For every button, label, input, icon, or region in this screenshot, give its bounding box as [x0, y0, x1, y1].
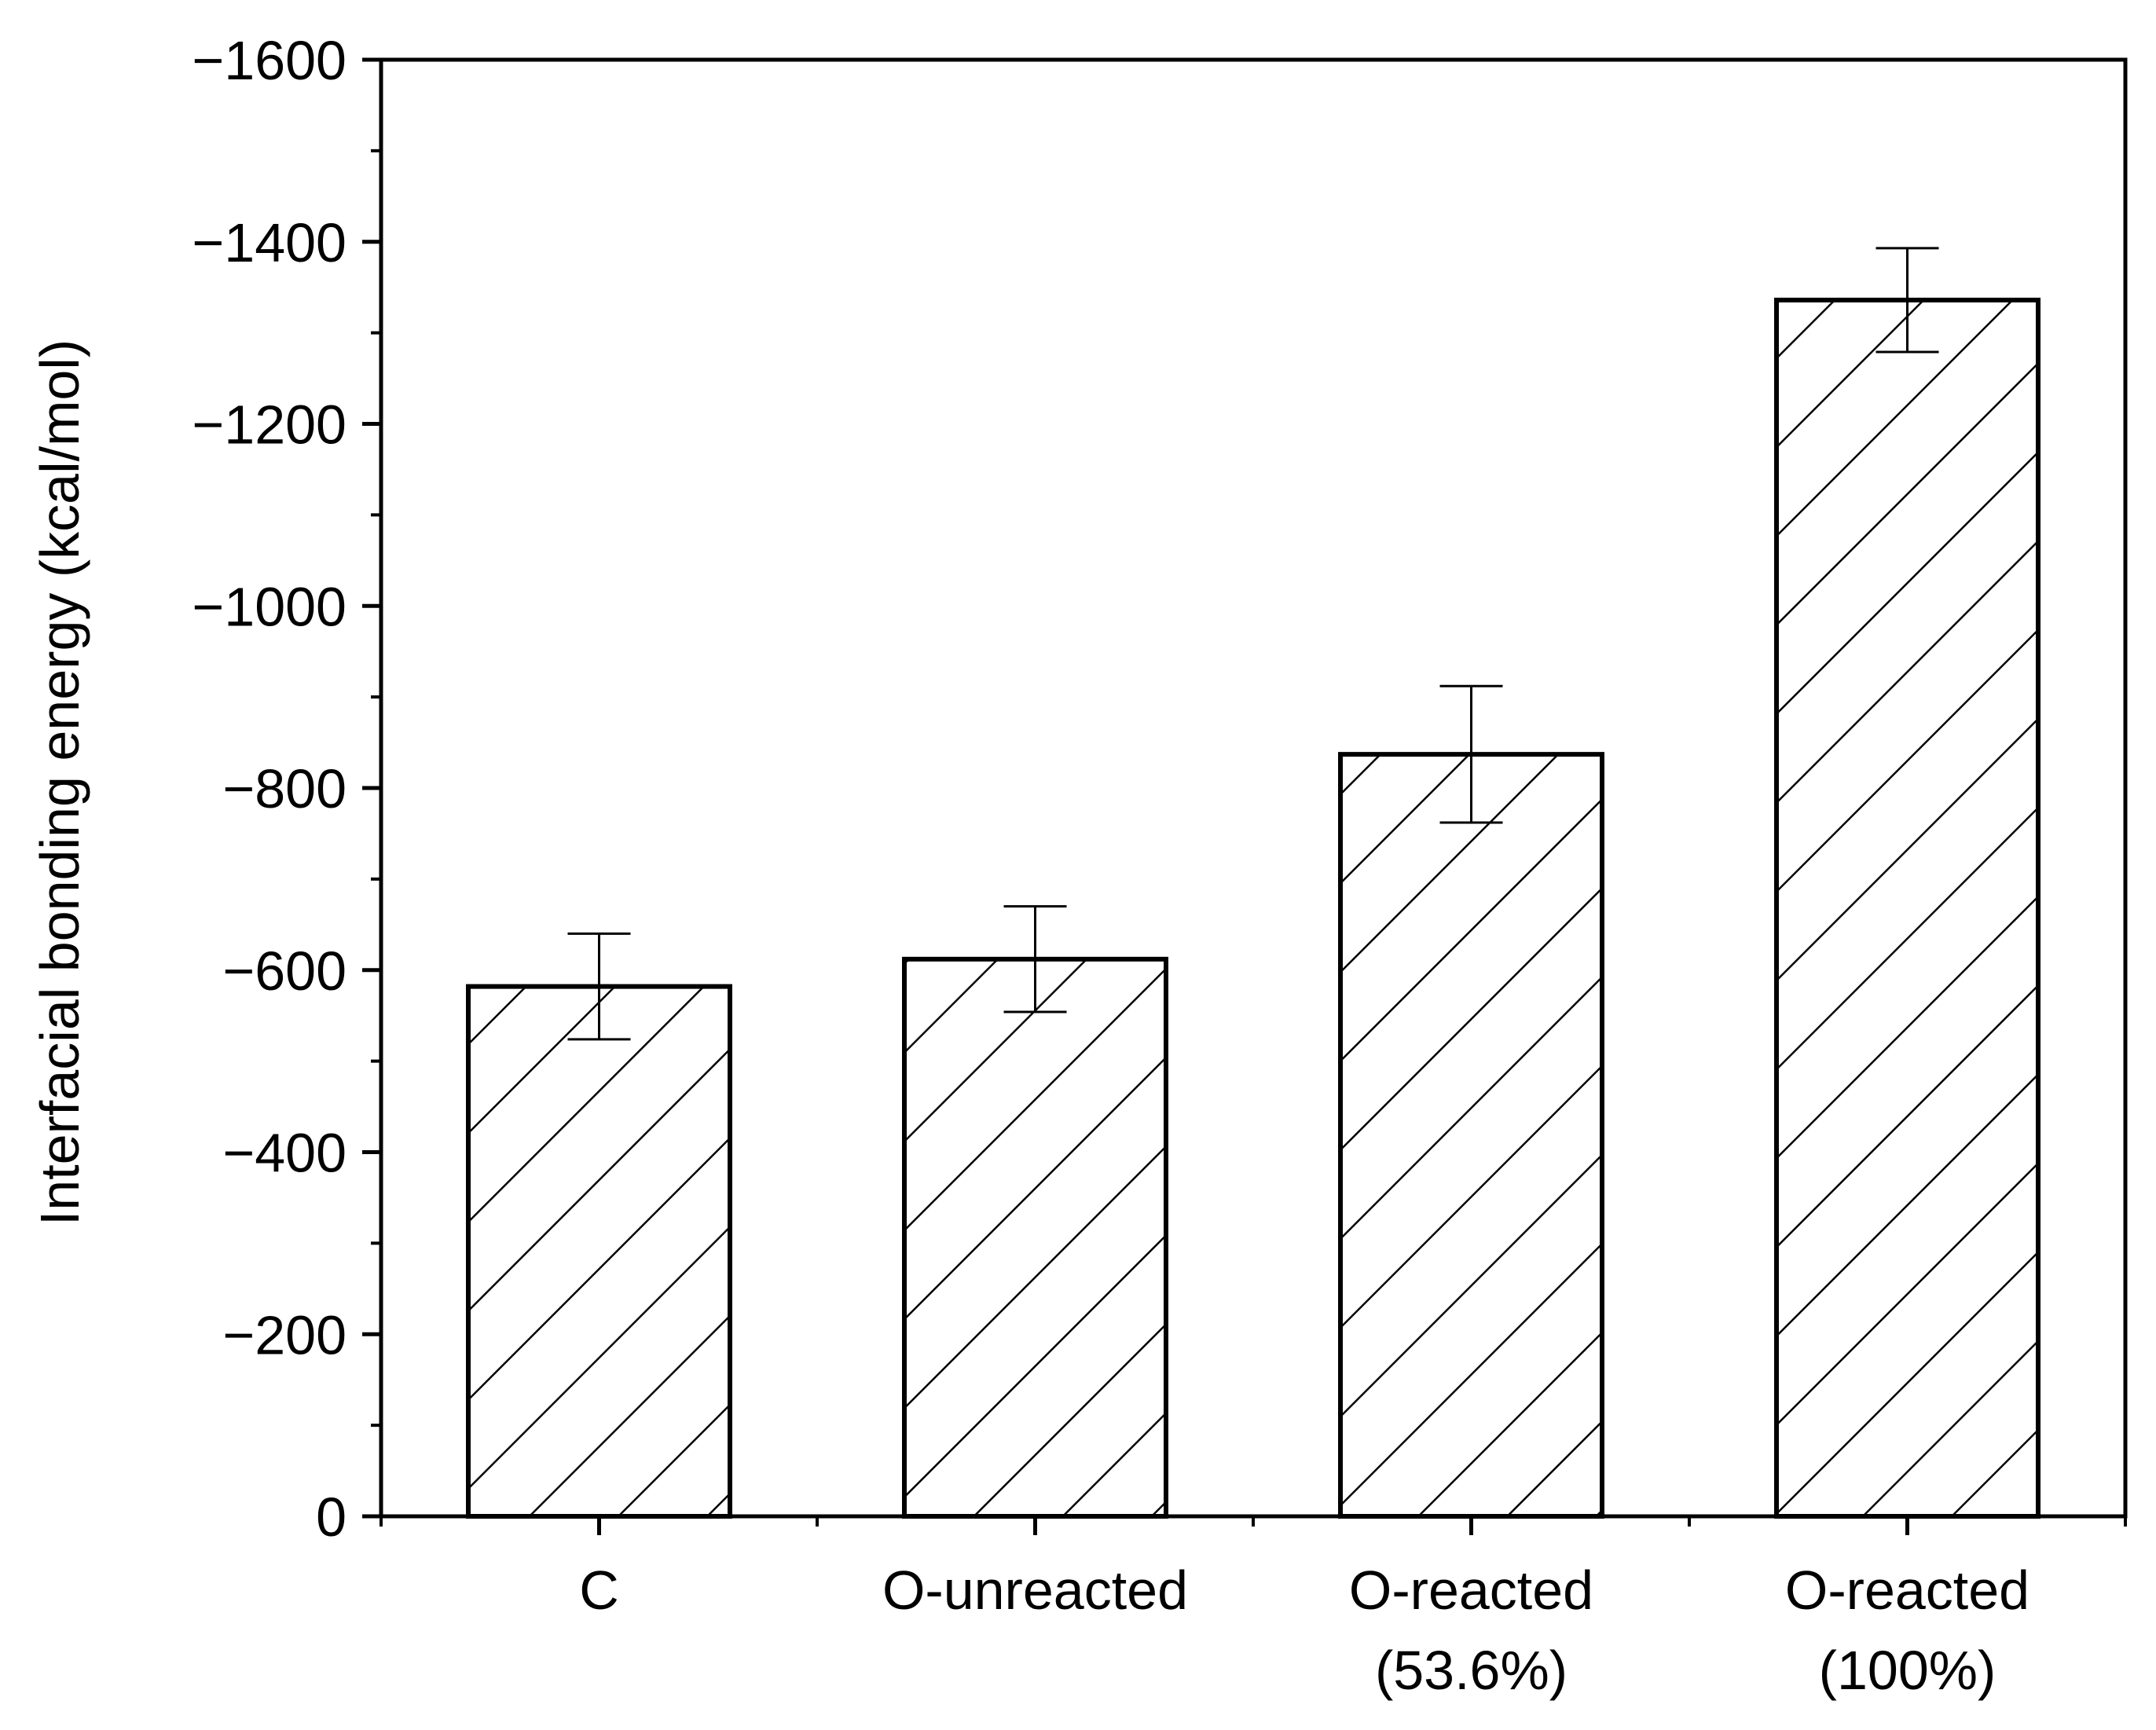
y-axis-title: Interfacial bonding energy (kcal/mol) — [29, 339, 90, 1226]
y-tick-label-3: −400 — [222, 1123, 346, 1184]
x-tick-label-4-line-1: O-reacted — [1785, 1560, 2030, 1621]
x-tick-label-3-line-2: (53.6%) — [1375, 1640, 1568, 1701]
labels-layer: C O-unreacted O-reacted (53.6%) O-reacted (10… — [192, 30, 2030, 1701]
y-tick-label-8: −1400 — [192, 212, 346, 273]
x-tick-label-2: O-unreacted — [882, 1560, 1188, 1621]
y-tick-label-4: −600 — [222, 940, 346, 1002]
bar-4 — [1774, 297, 2040, 1519]
bar-1 — [466, 984, 732, 1519]
bar-2 — [902, 956, 1168, 1519]
bar-3 — [1338, 752, 1604, 1519]
x-tick-label-1: C — [579, 1560, 619, 1621]
x-tick-label-4-line-2: (100%) — [1819, 1640, 1996, 1701]
error-bars-layer — [567, 247, 1939, 1041]
x-tick-label-3-line-1: O-reacted — [1349, 1560, 1593, 1621]
y-tick-label-2: −200 — [222, 1304, 346, 1365]
bars-layer — [466, 297, 2040, 1519]
axes-layer — [362, 57, 2128, 1535]
y-tick-label-1: 0 — [316, 1486, 346, 1548]
y-tick-label-9: −1600 — [192, 30, 346, 91]
y-tick-label-7: −1200 — [192, 394, 346, 456]
y-tick-label-6: −1000 — [192, 576, 346, 637]
y-tick-label-5: −800 — [222, 758, 346, 819]
